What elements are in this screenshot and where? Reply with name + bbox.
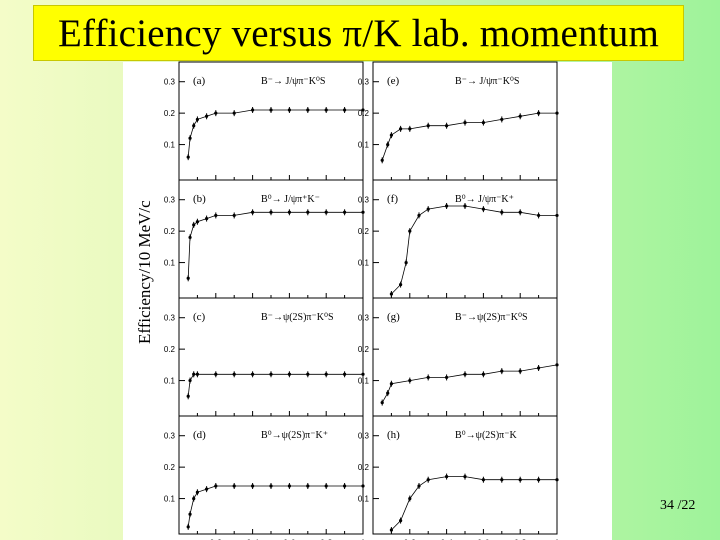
data-trend-line: [391, 476, 557, 531]
x-tick-label: 0.8: [320, 538, 333, 540]
y-tick-label: 0.3: [358, 314, 370, 323]
panel-process-label: B⁰→ψ(2S)π⁻K⁺: [261, 430, 328, 441]
y-tick-label: 0.1: [164, 495, 176, 504]
y-tick-label: 0.2: [358, 463, 370, 472]
panel-process-label: B⁻→ψ(2S)π⁻K⁰S: [261, 312, 334, 323]
y-axis-label: Efficiency/10 MeV/c: [135, 200, 154, 344]
y-tick-label: 0.1: [164, 377, 176, 386]
data-trend-line: [187, 109, 363, 158]
x-tick-label: 0.2: [404, 538, 417, 540]
y-tick-label: 0.3: [164, 432, 176, 441]
panel-label: (d): [193, 429, 206, 441]
panel-process-label: B⁰→ J/ψπ⁻K⁺: [455, 194, 514, 205]
y-tick-label: 0.2: [164, 109, 176, 118]
panel-process-label: B⁰→ψ(2S)π⁻K: [455, 430, 517, 441]
y-tick-label: 0.1: [164, 259, 176, 268]
panel-process-label: B⁻→ψ(2S)π⁻K⁰S: [455, 312, 528, 323]
slide-title-box: Efficiency versus π/K lab. momentum: [33, 5, 684, 61]
panel-process-label: B⁻→ J/ψπ⁻K⁰S: [261, 76, 326, 87]
x-tick-label: 0.6: [283, 538, 296, 540]
panel-label: (a): [193, 75, 206, 87]
x-tick-label: 0.4: [246, 538, 259, 540]
panel-process-label: B⁰→ J/ψπ⁺K⁻: [261, 194, 320, 205]
panel-label: (h): [387, 429, 400, 441]
x-tick-label: 1: [360, 538, 365, 540]
efficiency-figure: Efficiency/10 MeV/c 0.1 0.2 0.3 (a) B⁻→ J/ψπ⁻…: [123, 61, 612, 540]
y-tick-label: 0.3: [358, 196, 370, 205]
y-tick-label: 0.1: [358, 495, 370, 504]
y-tick-label: 0.2: [164, 463, 176, 472]
panel-label: (f): [387, 193, 398, 205]
y-tick-label: 0.2: [358, 109, 370, 118]
y-tick-label: 0.3: [164, 196, 176, 205]
data-trend-line: [381, 364, 558, 403]
y-tick-label: 0.3: [164, 314, 176, 323]
data-point: [186, 155, 190, 159]
data-trend-line: [187, 211, 363, 279]
x-tick-label: 0.4: [440, 538, 453, 540]
y-tick-label: 0.1: [164, 141, 176, 150]
page-number: 34 /22: [660, 498, 696, 513]
y-tick-label: 0.2: [164, 345, 176, 354]
y-tick-label: 0.3: [358, 78, 370, 87]
y-tick-label: 0.2: [358, 227, 370, 236]
data-trend-line: [187, 373, 363, 397]
panel-process-label: B⁻→ J/ψπ⁻K⁰S: [455, 76, 520, 87]
x-tick-label: 1: [554, 538, 559, 540]
panel-label: (e): [387, 75, 400, 87]
panel-label: (c): [193, 311, 206, 323]
panel-label: (b): [193, 193, 206, 205]
y-tick-label: 0.2: [358, 345, 370, 354]
x-tick-label: 0.6: [477, 538, 490, 540]
y-tick-label: 0.2: [164, 227, 176, 236]
y-tick-label: 0.1: [358, 377, 370, 386]
data-trend-line: [381, 112, 557, 161]
y-tick-label: 0.3: [164, 78, 176, 87]
efficiency-chart: Efficiency/10 MeV/c 0.1 0.2 0.3 (a) B⁻→ J/ψπ⁻…: [135, 61, 560, 540]
panel-label: (g): [387, 311, 400, 323]
y-tick-label: 0.1: [358, 259, 370, 268]
slide-title: Efficiency versus π/K lab. momentum: [57, 11, 660, 55]
data-trend-line: [187, 485, 363, 527]
data-point: [555, 363, 559, 367]
x-tick-label: 0.2: [210, 538, 223, 540]
data-trend-line: [391, 205, 557, 295]
x-tick-label: 0.8: [514, 538, 527, 540]
y-tick-label: 0.1: [358, 141, 370, 150]
y-tick-label: 0.3: [358, 432, 370, 441]
